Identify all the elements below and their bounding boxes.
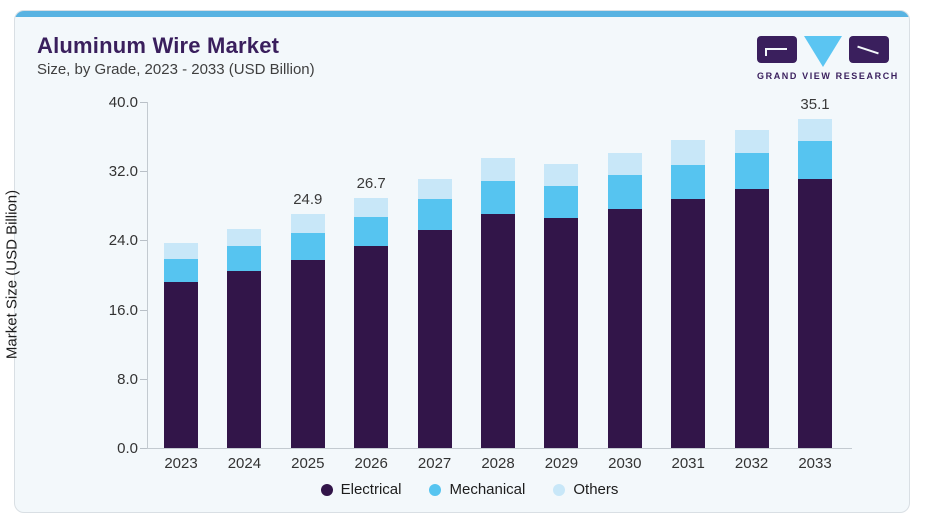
legend-item-mechanical[interactable]: Mechanical bbox=[429, 481, 525, 498]
y-axis-title: Market Size (USD Billion) bbox=[3, 189, 21, 360]
bar-2023-mechanical[interactable] bbox=[164, 258, 198, 282]
logo-glyphs bbox=[757, 36, 889, 68]
legend-dot-mechanical-icon bbox=[429, 483, 442, 496]
x-axis-label-2028: 2028 bbox=[481, 455, 515, 472]
bar-2030-others[interactable] bbox=[607, 152, 642, 176]
legend-label: Others bbox=[573, 481, 619, 498]
legend-dot-others-icon bbox=[553, 483, 566, 496]
bar-2028-others[interactable] bbox=[481, 158, 515, 181]
y-axis-tick bbox=[140, 378, 147, 380]
bar-2027-mechanical[interactable] bbox=[417, 199, 452, 231]
bar-value-label-2026: 26.7 bbox=[356, 174, 386, 192]
bar-2032-mechanical[interactable] bbox=[734, 152, 769, 190]
bar-2028-mechanical[interactable] bbox=[481, 180, 515, 215]
bar-2023-others[interactable] bbox=[164, 242, 198, 259]
bar-2029-mechanical[interactable] bbox=[544, 186, 579, 219]
bar-2031-electrical[interactable] bbox=[671, 199, 706, 448]
x-axis-label-2031: 2031 bbox=[671, 455, 705, 472]
x-axis-label-2025: 2025 bbox=[291, 455, 325, 472]
chart-card: Aluminum Wire Market Size, by Grade, 202… bbox=[14, 10, 910, 513]
x-axis-label-2027: 2027 bbox=[417, 455, 452, 472]
bar-2023-electrical[interactable] bbox=[164, 281, 198, 448]
bar-2028-electrical[interactable] bbox=[481, 214, 515, 448]
bar-2030-mechanical[interactable] bbox=[607, 175, 642, 209]
grand-view-research-logo: GRAND VIEW RESEARCH bbox=[757, 36, 899, 81]
y-axis-tick bbox=[140, 240, 147, 242]
bar-2027-others[interactable] bbox=[417, 178, 452, 200]
legend-label: Electrical bbox=[340, 481, 402, 498]
bar-2029-electrical[interactable] bbox=[544, 218, 579, 448]
bar-2031-others[interactable] bbox=[671, 140, 706, 165]
bar-2024-mechanical[interactable] bbox=[227, 246, 262, 271]
y-axis-tick bbox=[140, 309, 147, 311]
bar-2025-mechanical[interactable] bbox=[290, 233, 325, 261]
chart-legend: Electrical Mechanical Others bbox=[0, 481, 939, 498]
bar-2025-others[interactable] bbox=[290, 214, 325, 234]
bar-2033-mechanical[interactable] bbox=[798, 141, 832, 179]
x-axis-label-2023: 2023 bbox=[164, 455, 198, 472]
y-axis-tick-label: 16.0 bbox=[108, 301, 138, 319]
bar-2033-electrical[interactable] bbox=[798, 178, 832, 448]
bar-2027-electrical[interactable] bbox=[417, 230, 452, 448]
bar-2030-electrical[interactable] bbox=[607, 208, 642, 448]
x-axis-label-2033: 2033 bbox=[798, 455, 832, 472]
legend-item-others[interactable]: Others bbox=[553, 481, 618, 498]
y-axis-tick-label: 24.0 bbox=[108, 232, 138, 250]
x-axis-label-2024: 2024 bbox=[227, 455, 262, 472]
bar-2033-others[interactable] bbox=[798, 118, 832, 142]
x-axis-label-2030: 2030 bbox=[608, 455, 642, 472]
x-axis-line bbox=[147, 448, 852, 449]
logo-r-block-icon bbox=[849, 36, 889, 63]
bar-2031-mechanical[interactable] bbox=[671, 164, 706, 200]
y-axis-tick-label: 8.0 bbox=[117, 370, 138, 388]
y-axis-tick bbox=[140, 448, 147, 449]
page-title: Aluminum Wire Market bbox=[37, 33, 280, 58]
bar-2032-electrical[interactable] bbox=[734, 189, 769, 448]
bar-2026-electrical[interactable] bbox=[354, 246, 389, 448]
legend-label: Mechanical bbox=[449, 481, 526, 498]
x-axis-label-2029: 2029 bbox=[544, 455, 579, 472]
card-top-accent-bar bbox=[15, 11, 909, 17]
x-axis-label-2032: 2032 bbox=[734, 455, 769, 472]
bar-2026-mechanical[interactable] bbox=[354, 217, 389, 247]
x-axis-label-2026: 2026 bbox=[354, 455, 388, 472]
bar-2032-others[interactable] bbox=[734, 130, 769, 153]
y-axis-line bbox=[147, 102, 148, 448]
logo-g-block-icon bbox=[757, 36, 797, 63]
bar-value-label-2025: 24.9 bbox=[293, 191, 323, 209]
bar-2029-others[interactable] bbox=[544, 163, 579, 187]
y-axis-tick-label: 32.0 bbox=[108, 163, 138, 181]
logo-v-triangle-icon bbox=[804, 36, 842, 67]
bar-2024-others[interactable] bbox=[227, 228, 262, 247]
bar-2026-others[interactable] bbox=[354, 197, 389, 218]
bar-2024-electrical[interactable] bbox=[227, 270, 262, 448]
y-axis-tick-label: 0.0 bbox=[117, 440, 138, 457]
y-axis-tick bbox=[140, 102, 147, 103]
y-axis-tick bbox=[140, 171, 147, 173]
legend-dot-electrical-icon bbox=[320, 483, 333, 496]
brand-name: GRAND VIEW RESEARCH bbox=[757, 71, 899, 81]
legend-item-electrical[interactable]: Electrical bbox=[320, 481, 402, 498]
y-axis-tick-label: 40.0 bbox=[108, 94, 138, 111]
page-subtitle: Size, by Grade, 2023 - 2033 (USD Billion… bbox=[37, 61, 315, 78]
bar-2025-electrical[interactable] bbox=[290, 260, 325, 448]
bar-value-label-2033: 35.1 bbox=[800, 95, 830, 113]
